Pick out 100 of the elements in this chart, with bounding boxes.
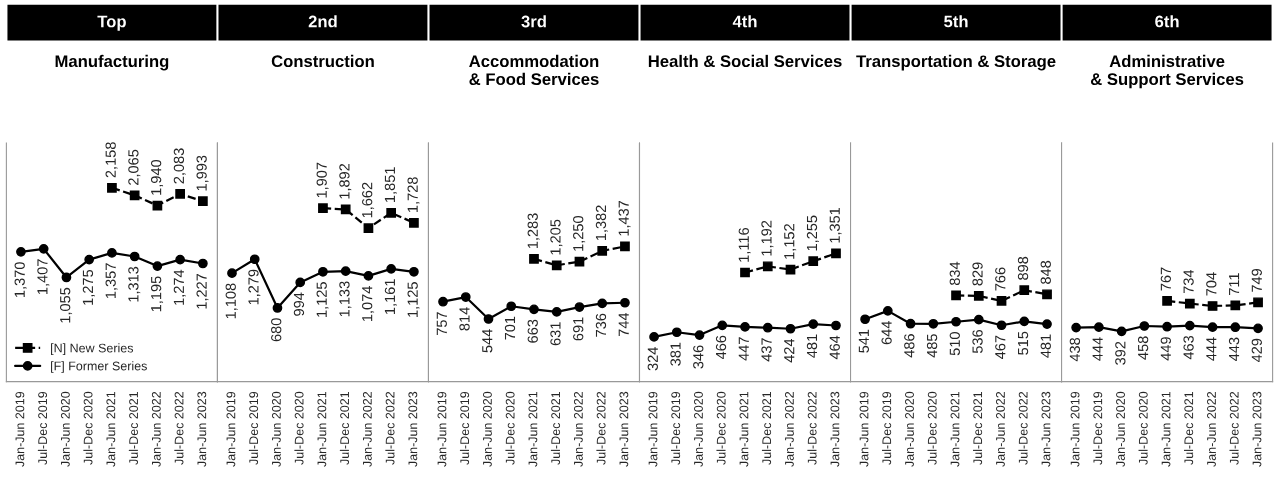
data-label: 381 (670, 342, 681, 366)
point (597, 298, 608, 309)
point (318, 203, 328, 214)
point (1094, 322, 1104, 332)
data-label: 1,227 (196, 273, 209, 309)
data-label: 510 (949, 332, 960, 356)
data-label: 1,074 (362, 286, 375, 322)
x-tick-label: Jul-Dec 2022 (807, 391, 817, 465)
point (318, 266, 328, 277)
x-tick-label: Jul-Dec 2021 (972, 391, 983, 465)
data-label: 2,065 (128, 149, 141, 185)
point (529, 254, 539, 264)
point (996, 320, 1007, 331)
point (694, 330, 705, 340)
point (740, 322, 750, 332)
data-label: 1,125 (316, 282, 329, 317)
point (762, 322, 773, 333)
x-tick-label: Jan-Jun 2021 (950, 391, 960, 467)
point (1207, 301, 1218, 311)
x-tick-label: Jan-Jun 2020 (905, 391, 914, 467)
data-label: 1,351 (829, 207, 842, 243)
data-label: 1,161 (384, 279, 397, 314)
point (620, 297, 630, 308)
point (363, 223, 374, 233)
point (249, 254, 260, 265)
data-label: 1,907 (316, 162, 329, 198)
x-tick-label: Jan-Jun 2020 (271, 391, 281, 467)
point (198, 196, 208, 207)
x-tick-label: Jan-Jun 2020 (694, 391, 703, 467)
point (740, 267, 750, 278)
data-label: 424 (784, 338, 795, 363)
data-label: 691 (573, 317, 584, 341)
x-tick-label: Jul-Dec 2020 (1138, 391, 1148, 465)
x-tick-label: Jan-Jun 2019 (1070, 391, 1080, 467)
data-label: 711 (1229, 273, 1240, 295)
chart-subtitle: Health & Social Services (648, 54, 842, 68)
point (1184, 320, 1195, 331)
point (175, 254, 185, 265)
data-label: 392 (1115, 341, 1126, 365)
point (340, 266, 351, 276)
x-tick-label: Jul-Dec 2019 (459, 391, 470, 465)
data-label: 1,250 (573, 215, 586, 251)
point (1162, 296, 1172, 306)
x-tick-label: Jul-Dec 2020 (83, 391, 93, 465)
legend-label: [F] Former Series (51, 361, 147, 373)
data-label: 1,993 (196, 155, 209, 191)
point (198, 258, 208, 269)
x-tick-label: Jan-Jun 2022 (151, 391, 161, 467)
point (928, 318, 939, 329)
x-tick-label: Jan-Jun 2021 (317, 391, 327, 467)
chart-subtitle: Accommodation & Food Services (469, 54, 599, 86)
point (1184, 298, 1195, 309)
point (1042, 319, 1052, 329)
data-label: 429 (1251, 338, 1262, 363)
chart-subtitle: Manufacturing (55, 54, 169, 71)
data-label: 1,728 (407, 177, 420, 212)
x-tick-label: Jan-Jun 2019 (859, 391, 869, 467)
data-label: 767 (1160, 267, 1171, 291)
chart-subtitle: Transportation & Storage (856, 54, 1056, 71)
data-label: 515 (1018, 331, 1029, 355)
data-label: 544 (482, 329, 493, 353)
point (551, 307, 562, 317)
x-tick-label: Jan-Jun 2021 (1161, 391, 1171, 467)
data-label: 481 (1040, 334, 1051, 358)
point (785, 323, 796, 334)
point (1230, 300, 1241, 311)
data-label: 994 (293, 292, 305, 316)
data-label: 1,275 (82, 269, 95, 305)
x-tick-label: Jan-Jun 2019 (648, 391, 658, 467)
data-label: 1,195 (150, 276, 164, 312)
chart-subtitle: Administrative & Support Services (1090, 54, 1244, 89)
data-label: 663 (527, 319, 538, 343)
chart-title: 6th (1155, 15, 1179, 28)
x-tick-label: Jan-Jun 2019 (15, 391, 25, 467)
point (1139, 321, 1150, 331)
x-tick-label: Jul-Dec 2021 (128, 391, 139, 465)
data-label: 1,892 (339, 163, 352, 199)
x-tick-label: Jan-Jun 2022 (996, 391, 1005, 467)
data-label: 324 (647, 347, 658, 371)
point (973, 290, 984, 301)
x-tick-label: Jul-Dec 2019 (670, 391, 681, 465)
data-label: 1,940 (150, 159, 164, 195)
x-tick-label: Jan-Jun 2019 (437, 391, 447, 467)
x-tick-label: Jul-Dec 2019 (882, 391, 892, 465)
point (1162, 321, 1172, 332)
point (831, 248, 841, 259)
point (129, 251, 140, 262)
point (905, 318, 916, 329)
x-tick-label: Jan-Jun 2020 (1116, 391, 1125, 467)
data-label: 1,192 (761, 220, 774, 256)
point (808, 319, 819, 329)
data-label: 1,313 (128, 266, 141, 302)
point (717, 320, 728, 331)
data-label: 734 (1183, 269, 1194, 294)
data-label: 485 (926, 334, 938, 358)
data-label: 1,255 (806, 215, 819, 251)
data-label: 541 (858, 329, 869, 353)
point (1230, 322, 1241, 333)
data-label: 766 (995, 267, 1006, 291)
data-label: 1,279 (248, 269, 261, 305)
